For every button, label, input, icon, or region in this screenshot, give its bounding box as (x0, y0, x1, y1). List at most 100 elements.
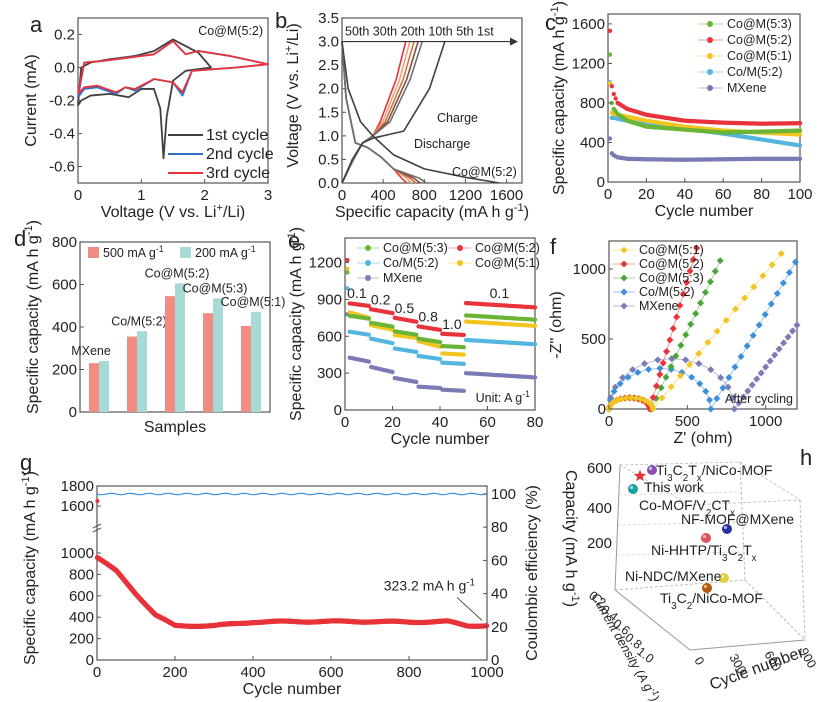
panel-f-point-Co@M(5:3) (667, 363, 675, 371)
panel-e-y-tick: 1200 (309, 255, 342, 272)
panel-f-x-tick: 0 (605, 413, 613, 430)
panel-f-point-Co@M(5:1) (627, 394, 635, 402)
panel-e-legend-label: Co@M(5:3) (383, 241, 448, 255)
panel-a-x-tick: 0 (74, 187, 82, 204)
panel-h-point-highlight (629, 485, 634, 490)
panel-d-bar-MXene (89, 363, 99, 412)
panel-f-point-Co@M(5:1) (695, 350, 703, 357)
panel-f-point-Co@M(5:3) (677, 341, 685, 349)
panel-e-point-Co/M(5:2) (345, 286, 350, 291)
panel-label-d: d (14, 226, 26, 251)
panel-c-legend-label: Co@M(5:1) (727, 49, 792, 63)
panel-a-legend-label: 1st cycle (206, 127, 268, 144)
panel-a-y-tick: 0.0 (54, 60, 75, 77)
panel-h-point-label: Ti3C2/NiCo-MOF (660, 590, 763, 612)
panel-a-x-tick: 2 (200, 187, 208, 204)
panel-e-point-Co@M(5:2) (461, 332, 466, 338)
panel-f-point-Co@M(5:3) (706, 278, 714, 286)
panel-e-legend-label: Co@M(5:2) (475, 241, 540, 255)
panel-c-legend-label: Co/M(5:2) (727, 65, 783, 79)
panel-g-y2-tick: 60 (491, 552, 508, 569)
panel-c-point-Co@M(5:1) (797, 132, 803, 137)
panel-f-point-MXene (729, 394, 737, 402)
panel-c-point-Co@M(5:2) (609, 83, 615, 89)
panel-a-x-label: Voltage (V vs. Li+/Li) (101, 202, 245, 221)
panel-g-y-tick: 0 (86, 652, 94, 669)
panel-f-point-Co/M(5:2) (731, 363, 739, 371)
panel-e-rate-label: 0.1 (347, 285, 367, 301)
panel-e-rate-label: 0.8 (418, 309, 438, 325)
panel-f-point-Co@M(5:2) (656, 371, 664, 378)
panel-f-point-Co/M(5:2) (713, 395, 721, 402)
panel-f-point-MXene (654, 356, 662, 364)
panel-f-y-tick: 1000 (573, 261, 606, 278)
panel-f-point-Co/M(5:2) (761, 311, 769, 318)
panel-f-point-Co/M(5:2) (645, 365, 653, 373)
panel-e-point-Co@M(5:3) (437, 339, 443, 345)
panel-d-category-label: Co/M(5:2) (111, 314, 167, 328)
panel-e-point-Co@M(5:3) (414, 332, 419, 337)
panel-b-y-tick: 3.5 (318, 10, 339, 27)
panel-c-x-tick: 60 (715, 186, 732, 203)
panel-h-point-label: Co-MOF/V2CTx (639, 497, 735, 519)
panel-e-point-Co/M(5:2) (414, 349, 419, 355)
panel-f-point-Co/M(5:2) (634, 368, 642, 376)
panel-g-axis-break (92, 523, 102, 529)
panel-b-discharge-5th (341, 41, 427, 184)
panel-f-point-Co/M(5:2) (737, 353, 745, 360)
panel-e-x-tick: 40 (432, 414, 449, 431)
panel-e-point-Co/M(5:2) (366, 332, 371, 337)
panel-c-y-tick: 0 (597, 174, 605, 191)
panel-f-point-Co@M(5:1) (632, 394, 640, 402)
panel-f-x-tick: 1000 (749, 413, 782, 430)
panel-f-point-MXene (619, 374, 627, 382)
panel-c-legend-marker (707, 37, 713, 43)
panel-c-point-Co@M(5:2) (611, 91, 616, 97)
panel-f-point-Co/M(5:2) (706, 396, 714, 404)
panel-h-cycle-label: Cycle number (708, 644, 807, 694)
panel-h-point-highlight (648, 466, 653, 471)
panel-f-point-MXene (730, 405, 738, 413)
panel-c-x-tick: 80 (753, 186, 770, 203)
panel-h-grid (616, 551, 744, 556)
panel-b-y-tick: 3.0 (318, 34, 339, 51)
panel-c-legend-marker (707, 53, 713, 59)
panel-g-x-tick: 800 (396, 664, 421, 681)
panel-e-legend-label: MXene (383, 271, 423, 285)
panel-a-series-1 (77, 38, 212, 160)
panel-label-a: a (30, 12, 43, 37)
panel-f-point-Co@M(5:1) (617, 395, 625, 403)
panel-e-point-Co@M(5:3) (532, 317, 538, 322)
panel-d-bar-Co/M(5:2) (137, 331, 147, 412)
panel-f-point-Co@M(5:1) (722, 316, 730, 324)
panel-c-x-tick: 40 (676, 186, 693, 203)
panel-a-annotation: Co@M(5:2) (198, 24, 263, 38)
panel-d-bar-Co/M(5:2) (127, 336, 137, 412)
panel-e-point-Co/M(5:2) (461, 361, 466, 367)
panel-c-legend-label: Co@M(5:3) (727, 17, 792, 31)
panel-e-rate-label: 0.5 (395, 300, 415, 316)
panel-f-annotation: After cycling (725, 392, 793, 406)
panel-d-category-label: Co@M(5:1) (221, 295, 286, 309)
panel-h-grid (618, 491, 742, 496)
panel-e-rate-label: 0.1 (490, 285, 510, 301)
panel-f-point-MXene (771, 351, 779, 359)
panel-e-point-Co@M(5:2) (390, 310, 395, 316)
panel-c-point-MXene (797, 156, 803, 161)
panel-d-y-tick: 0 (69, 404, 77, 421)
panel-f-point-Co@M(5:2) (686, 267, 694, 275)
panel-d-category-label: Co@M(5:3) (183, 281, 248, 295)
panel-h-point-label: Ti3C2Tx/NiCo-MOF (656, 462, 772, 484)
panel-g-y-tick: 1000 (61, 545, 94, 562)
panel-d-bar-Co@M(5:1) (251, 312, 261, 412)
panel-d-y-tick: 800 (52, 234, 77, 251)
panel-f-point-Co/M(5:2) (743, 342, 751, 350)
panel-e-point-Co@M(5:3) (366, 316, 371, 321)
panel-f-point-Co@M(5:1) (731, 305, 739, 313)
panel-f-point-Co@M(5:1) (686, 361, 694, 369)
panel-d-bar-Co@M(5:2) (165, 296, 175, 412)
panel-f-point-Co@M(5:3) (697, 299, 705, 307)
panel-f-point-MXene (748, 381, 756, 389)
panel-e-point-Co@M(5:2) (345, 257, 350, 263)
panel-f-point-Co@M(5:1) (649, 405, 657, 413)
